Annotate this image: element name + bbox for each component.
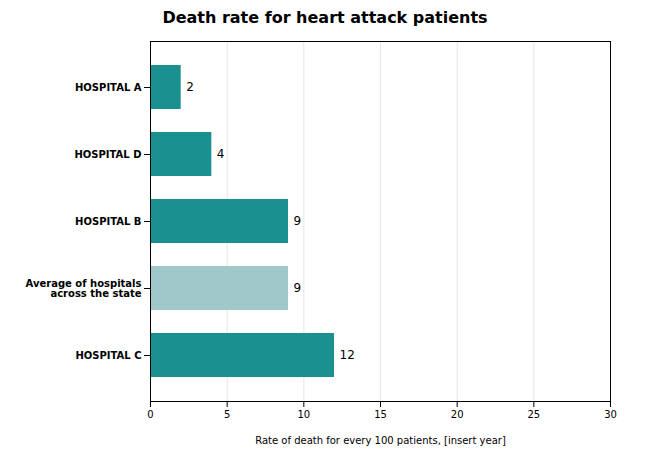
svg-text:HOSPITAL D: HOSPITAL D <box>74 149 141 160</box>
svg-text:10: 10 <box>297 409 310 420</box>
svg-text:12: 12 <box>340 348 355 362</box>
html-text:Death rate for heart attack pa: Death rate for heart attack patients <box>162 8 488 27</box>
svg-text:HOSPITAL C: HOSPITAL C <box>75 350 141 361</box>
svg-text:30: 30 <box>604 409 617 420</box>
svg-text:25: 25 <box>527 409 540 420</box>
svg-text:HOSPITAL A: HOSPITAL A <box>75 82 142 93</box>
svg-text:2: 2 <box>186 80 194 94</box>
svg-text:HOSPITAL B: HOSPITAL B <box>75 216 141 227</box>
svg-text:0: 0 <box>147 409 153 420</box>
svg-text:15: 15 <box>374 409 387 420</box>
svg-text:Rate of death for every 100 pa: Rate of death for every 100 patients, [i… <box>255 435 506 446</box>
svg-text:5: 5 <box>224 409 230 420</box>
svg-text:Average of hospitalsacross the: Average of hospitalsacross the state <box>26 278 142 299</box>
svg-text:9: 9 <box>294 281 302 295</box>
svg-text:9: 9 <box>294 214 302 228</box>
svg-text:20: 20 <box>451 409 464 420</box>
svg-text:4: 4 <box>217 147 225 161</box>
